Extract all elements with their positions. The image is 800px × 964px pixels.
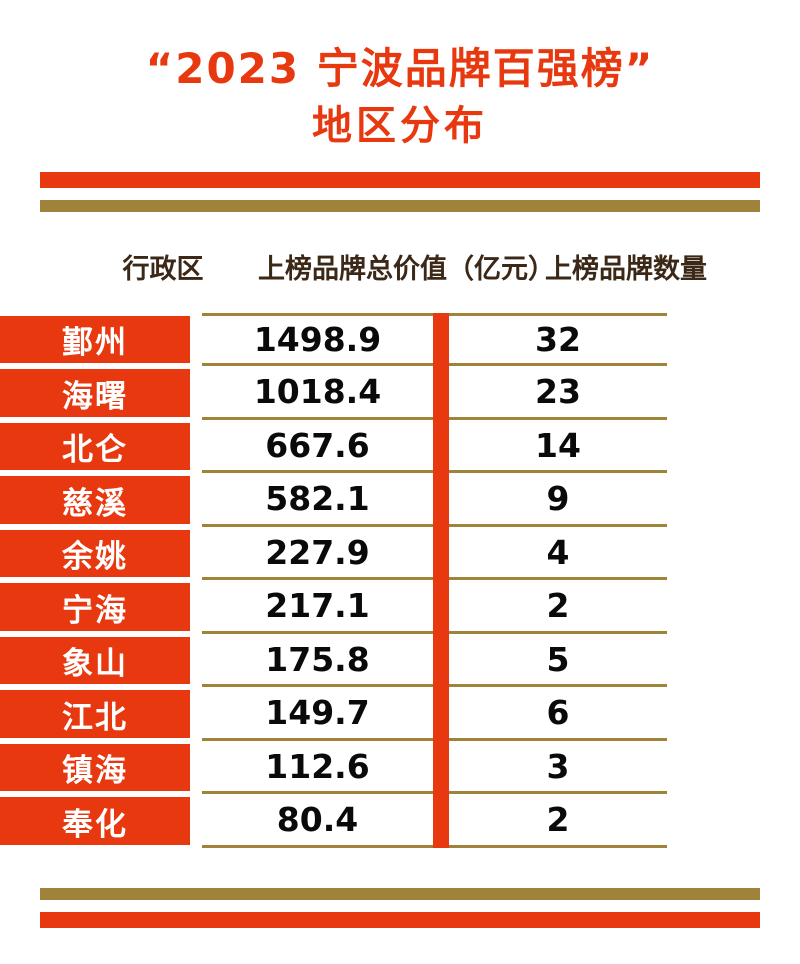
top-red-bar — [40, 172, 760, 189]
table-row: 镇海 112.6 3 — [0, 740, 800, 795]
value-cell: 80.4 — [202, 794, 433, 848]
page-title: “2023 宁波品牌百强榜” — [145, 44, 655, 93]
red-divider-segment — [433, 312, 449, 367]
value-cell: 1018.4 — [202, 366, 433, 420]
red-divider-segment — [433, 366, 449, 420]
count-cell: 6 — [449, 687, 667, 741]
value-cell: 217.1 — [202, 580, 433, 634]
table-row: 海曙 1018.4 23 — [0, 366, 800, 420]
column-gap — [190, 473, 202, 527]
red-divider-segment — [433, 740, 449, 795]
region-cell: 余姚 — [0, 529, 190, 578]
count-cell: 2 — [449, 794, 667, 848]
column-gap — [190, 527, 202, 581]
region-cell: 海曙 — [0, 369, 190, 417]
header-region: 行政区 — [122, 254, 204, 286]
column-gap — [190, 741, 202, 795]
page-subtitle: 地区分布 — [312, 103, 488, 150]
red-divider-segment — [433, 580, 449, 634]
header-total-value: 上榜品牌总价值（亿元） — [258, 254, 555, 286]
value-cell: 1498.9 — [202, 312, 433, 367]
column-gap — [190, 634, 202, 688]
region-cell: 奉化 — [0, 797, 190, 845]
table-row: 余姚 227.9 4 — [0, 526, 800, 581]
red-divider-segment — [433, 794, 449, 848]
column-gap — [190, 794, 202, 848]
table-row: 宁海 217.1 2 — [0, 580, 800, 634]
value-cell: 175.8 — [202, 634, 433, 688]
column-gap — [190, 366, 202, 420]
table-row: 奉化 80.4 2 — [0, 794, 800, 848]
count-cell: 9 — [449, 473, 667, 527]
red-divider-segment — [433, 633, 449, 688]
region-cell: 慈溪 — [0, 476, 190, 524]
table-row: 象山 175.8 5 — [0, 633, 800, 688]
count-cell: 14 — [449, 420, 667, 474]
region-cell: 宁海 — [0, 583, 190, 631]
table-header-row: 行政区 上榜品牌总价值（亿元） 上榜品牌数量 — [68, 254, 735, 286]
bottom-red-bar — [40, 911, 760, 928]
red-divider-segment — [433, 526, 449, 581]
table-row: 慈溪 582.1 9 — [0, 473, 800, 527]
column-gap — [190, 313, 202, 367]
count-cell: 5 — [449, 634, 667, 688]
value-cell: 149.7 — [202, 687, 433, 741]
bottom-gold-bar — [40, 887, 760, 900]
column-gap — [190, 580, 202, 634]
value-cell: 227.9 — [202, 527, 433, 581]
header-brand-count: 上榜品牌数量 — [545, 254, 707, 286]
region-cell: 鄞州 — [0, 315, 190, 364]
region-cell: 镇海 — [0, 743, 190, 792]
red-divider-segment — [433, 419, 449, 474]
count-cell: 2 — [449, 580, 667, 634]
count-cell: 23 — [449, 366, 667, 420]
column-gap — [190, 687, 202, 741]
table-row: 江北 149.7 6 — [0, 687, 800, 741]
red-divider-segment — [433, 473, 449, 527]
column-gap — [190, 420, 202, 474]
region-cell: 象山 — [0, 636, 190, 685]
count-cell: 3 — [449, 741, 667, 795]
table-row: 鄞州 1498.9 32 — [0, 312, 800, 367]
region-cell: 江北 — [0, 690, 190, 738]
region-cell: 北仑 — [0, 422, 190, 471]
table-row: 北仑 667.6 14 — [0, 419, 800, 474]
top-gold-bar — [40, 200, 760, 213]
value-cell: 667.6 — [202, 420, 433, 474]
red-divider-segment — [433, 687, 449, 741]
count-cell: 32 — [449, 312, 667, 367]
count-cell: 4 — [449, 527, 667, 581]
value-cell: 582.1 — [202, 473, 433, 527]
value-cell: 112.6 — [202, 741, 433, 795]
region-table: 鄞州 1498.9 32 海曙 1018.4 23 北仑 667.6 14 慈溪… — [0, 312, 800, 848]
